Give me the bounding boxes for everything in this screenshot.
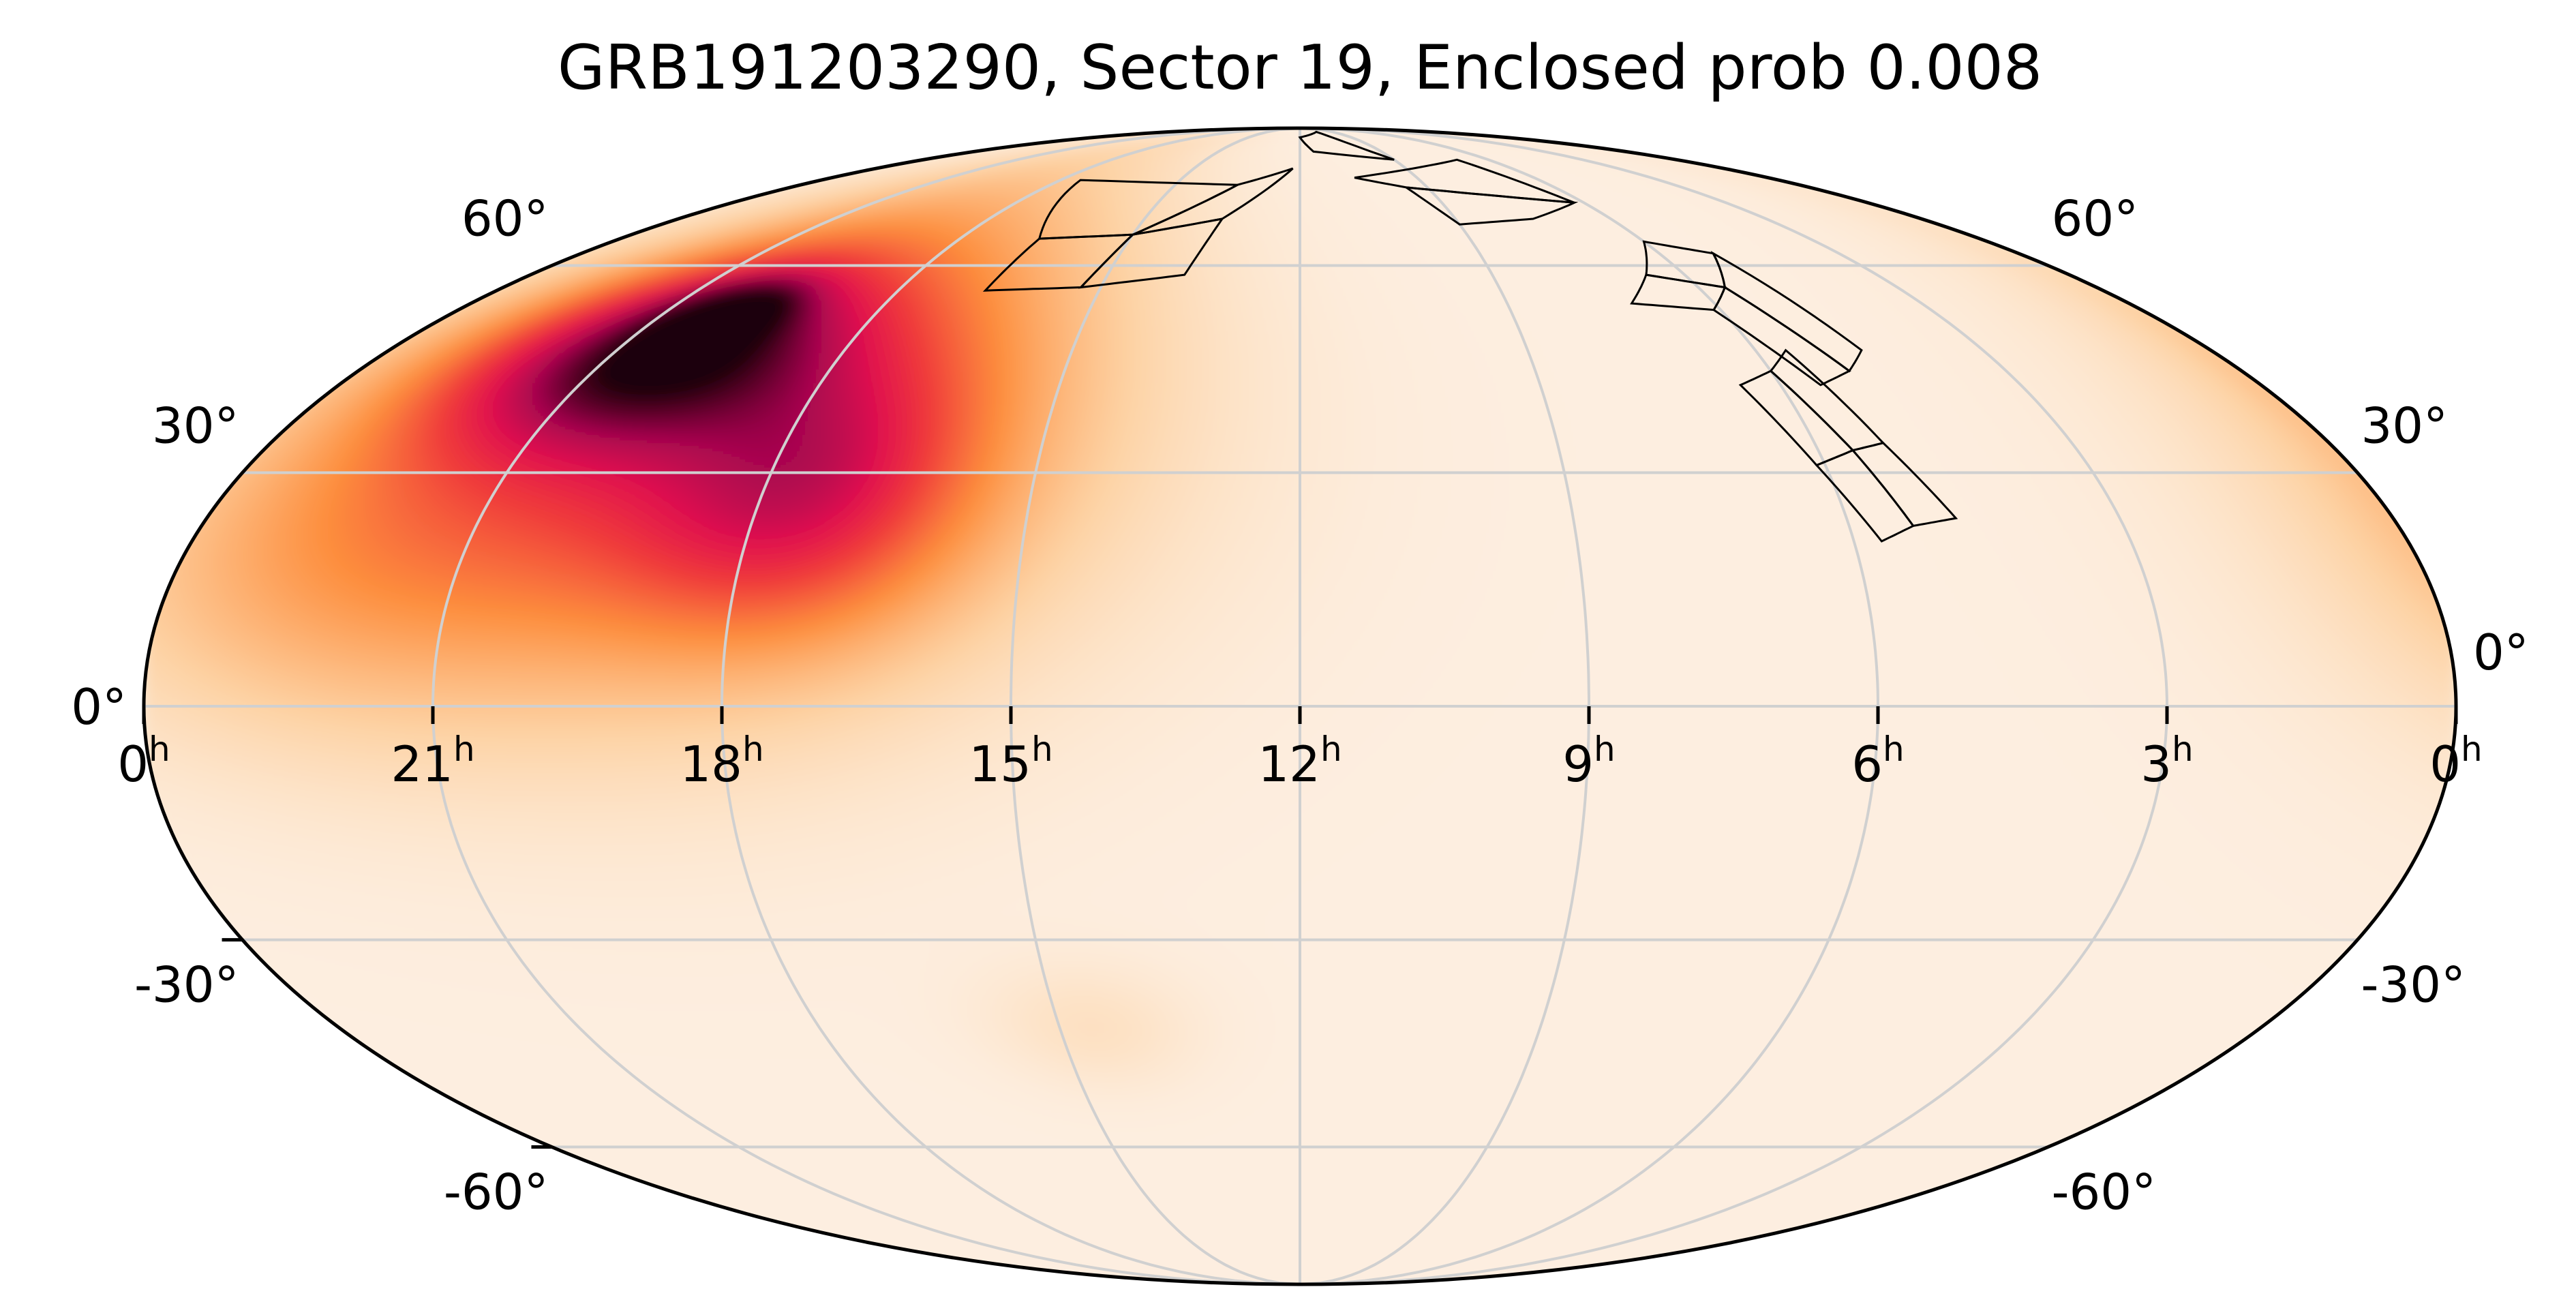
chart-title: GRB191203290, Sector 19, Enclosed prob 0… <box>558 32 2042 104</box>
dec-tick-label-right: 30° <box>2361 397 2448 454</box>
ra-tick-label: 0h <box>2429 729 2483 793</box>
ccd-footprint <box>1132 167 1294 236</box>
ccd-footprint <box>1354 158 1575 204</box>
ra-tick-label: 9h <box>1562 729 1616 793</box>
ra-tick-label: 12h <box>1258 729 1342 793</box>
ra-tick-label: 15h <box>969 729 1052 793</box>
ra-tick-label: 0h <box>117 729 170 793</box>
dec-tick-label-right: 0° <box>2473 624 2529 681</box>
ccd-footprint <box>1851 442 1958 528</box>
dec-tick-label-left: -60° <box>444 1164 549 1221</box>
dec-tick-label-right: -30° <box>2361 956 2466 1014</box>
ccd-footprint <box>1298 130 1395 161</box>
ccd-footprint <box>1710 250 1863 373</box>
dec-tick-label-right: 60° <box>2052 190 2139 247</box>
sector-footprints <box>982 130 1958 543</box>
dec-tick-label-left: 0° <box>71 678 127 736</box>
ra-tick-label: 21h <box>391 729 474 793</box>
dec-tick-label-right: -60° <box>2052 1164 2157 1221</box>
dec-tick-label-left: 60° <box>461 190 549 247</box>
ra-tick-label: 18h <box>680 729 763 793</box>
ra-tick-label: 6h <box>1851 729 1905 793</box>
ra-tick-label: 3h <box>2140 729 2194 793</box>
dec-tick-label-left: 30° <box>152 397 239 454</box>
dec-tick-label-left: -30° <box>134 956 239 1014</box>
axis-ticks: 0h 21h 18h 15h 12h 9h 6h 3h 0h 60° 60° 30° 30° 0° 0° -3… <box>71 190 2529 1220</box>
